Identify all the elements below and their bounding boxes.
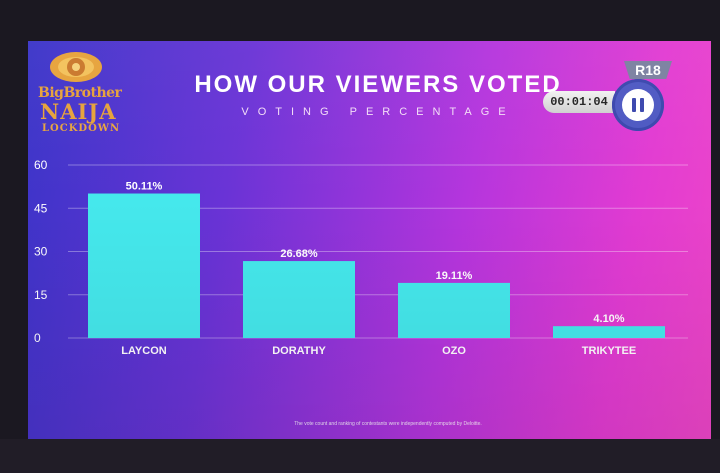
- bar-trikytee: [553, 326, 665, 338]
- category-label: LAYCON: [121, 345, 166, 357]
- y-tick-label: 15: [34, 288, 48, 302]
- pause-bar-left: [632, 98, 636, 112]
- category-label: OZO: [442, 345, 466, 357]
- category-label: DORATHY: [272, 345, 326, 357]
- bar-chart: 0 15 30 45 60 50.11% LAYCON 26.68% DORATHY 19.11%…: [34, 158, 688, 357]
- y-tick-label: 0: [34, 331, 41, 345]
- bar-dorathy: [243, 261, 355, 338]
- chart-subtitle: VOTING PERCENTAGE: [241, 106, 515, 118]
- y-tick-label: 45: [34, 201, 48, 215]
- tv-screen: BigBrother NAIJA LOCKDOWN HOW OUR VIEWER…: [28, 41, 711, 439]
- bar-value-label: 26.68%: [280, 248, 318, 260]
- y-tick-label: 30: [34, 245, 48, 259]
- eye-logo-icon: [50, 52, 102, 82]
- logo-line-2: NAIJA: [40, 99, 117, 124]
- playback-timer: 00:01:04: [543, 91, 615, 113]
- pause-bar-right: [640, 98, 644, 112]
- category-label: TRIKYTEE: [582, 345, 636, 357]
- bar-laycon: [88, 193, 200, 338]
- bar-value-label: 50.11%: [126, 181, 163, 193]
- y-tick-label: 60: [34, 158, 48, 172]
- show-logo: BigBrother NAIJA LOCKDOWN: [34, 45, 134, 143]
- pause-button[interactable]: [612, 79, 664, 131]
- age-rating-badge: R18: [624, 61, 672, 79]
- footnote: The vote count and ranking of contestant…: [294, 421, 482, 427]
- pause-icon: [622, 89, 654, 121]
- bar-value-label: 4.10%: [593, 313, 624, 325]
- chart-title: HOW OUR VIEWERS VOTED: [194, 71, 562, 98]
- bar-ozo: [398, 282, 510, 338]
- logo-line-1: BigBrother: [38, 85, 122, 101]
- tv-stand: [0, 439, 720, 473]
- bar-value-label: 19.11%: [436, 270, 473, 282]
- logo-line-3: LOCKDOWN: [42, 123, 121, 134]
